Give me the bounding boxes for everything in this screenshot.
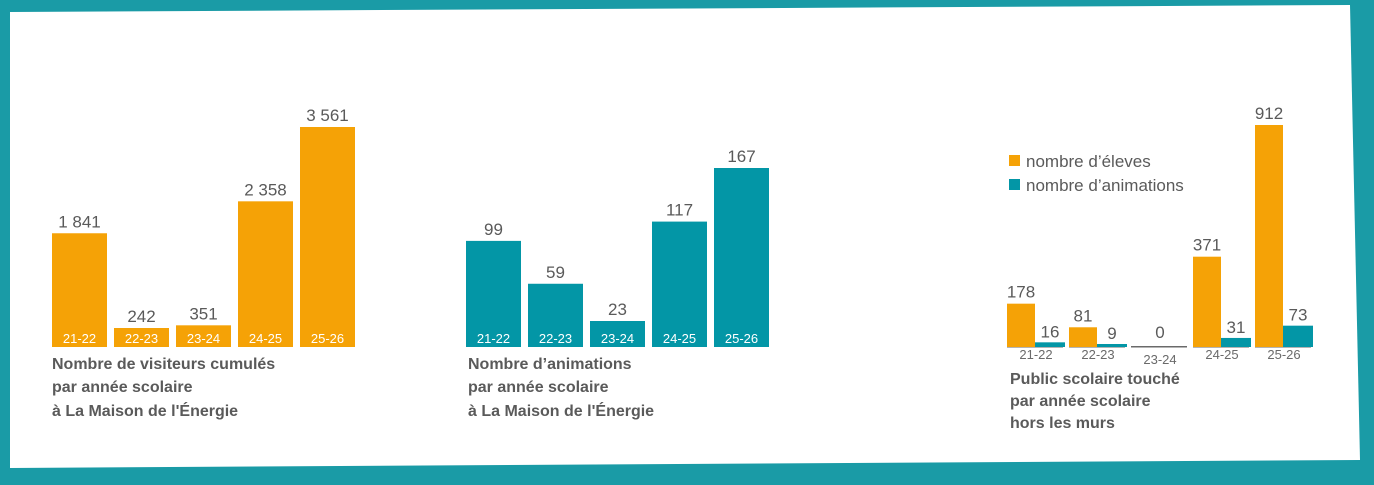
school-eleves-value-label-24-25: 371 bbox=[1193, 236, 1221, 255]
animations-bar-21-22 bbox=[466, 240, 521, 347]
animations-tick-label-25-26: 25-26 bbox=[725, 331, 758, 346]
animations-bar-24-25 bbox=[652, 221, 707, 347]
visitors-value-label-23-24: 351 bbox=[189, 304, 217, 323]
chart-school-public-title-line-3: hors les murs bbox=[1010, 415, 1115, 432]
school-eleves-value-label-23-24: 0 bbox=[1155, 323, 1164, 342]
school-animations-value-label-24-25: 31 bbox=[1227, 318, 1246, 337]
school-tick-label-21-22: 21-22 bbox=[1019, 347, 1052, 362]
chart-school-public-title-line-2: par année scolaire bbox=[1010, 393, 1151, 410]
school-tick-label-24-25: 24-25 bbox=[1205, 347, 1238, 362]
visitors-tick-label-24-25: 24-25 bbox=[249, 331, 282, 346]
visitors-bar-22-23 bbox=[114, 328, 169, 347]
chart-animations-title-line-1: Nombre d’animations bbox=[468, 356, 632, 373]
school-animations-value-label-25-26: 73 bbox=[1289, 306, 1308, 325]
chart-school-public: nombre d’éleves nombre d’animations 178 1… bbox=[1007, 104, 1313, 432]
legend-label-eleves: nombre d’éleves bbox=[1026, 152, 1151, 171]
visitors-tick-label-23-24: 23-24 bbox=[187, 331, 220, 346]
visitors-tick-label-21-22: 21-22 bbox=[63, 331, 96, 346]
animations-value-label-22-23: 59 bbox=[546, 263, 565, 282]
visitors-bar-23-24 bbox=[176, 325, 231, 347]
legend-swatch-animations bbox=[1009, 179, 1020, 190]
animations-value-label-25-26: 167 bbox=[727, 147, 755, 166]
school-eleves-bar-24-25 bbox=[1193, 256, 1221, 347]
school-tick-label-25-26: 25-26 bbox=[1267, 347, 1300, 362]
animations-bar-25-26 bbox=[714, 168, 769, 347]
animations-value-label-24-25: 117 bbox=[666, 201, 693, 220]
chart-visitors: 1 841 21-22 242 22-23 351 23-24 2 358 24-25 3 56… bbox=[52, 106, 355, 420]
animations-value-label-21-22: 99 bbox=[484, 220, 503, 239]
chart-animations: 99 21-22 59 22-23 23 23-24 117 24-25 167 25-26 No… bbox=[466, 147, 769, 420]
school-animations-value-label-22-23: 9 bbox=[1107, 324, 1116, 343]
visitors-value-label-21-22: 1 841 bbox=[58, 212, 101, 231]
animations-bar-22-23 bbox=[528, 283, 583, 347]
animations-tick-label-22-23: 22-23 bbox=[539, 331, 572, 346]
school-baseline-23-24 bbox=[1131, 346, 1187, 348]
school-animations-bar-22-23 bbox=[1097, 344, 1127, 347]
school-animations-value-label-21-22: 16 bbox=[1041, 322, 1060, 341]
chart-animations-title-line-2: par année scolaire bbox=[468, 379, 609, 396]
animations-value-label-23-24: 23 bbox=[608, 300, 627, 319]
school-tick-label-23-24: 23-24 bbox=[1143, 352, 1176, 367]
school-eleves-bar-21-22 bbox=[1007, 303, 1035, 347]
animations-tick-label-21-22: 21-22 bbox=[477, 331, 510, 346]
visitors-tick-label-25-26: 25-26 bbox=[311, 331, 344, 346]
chart-visitors-title-line-2: par année scolaire bbox=[52, 379, 193, 396]
visitors-value-label-24-25: 2 358 bbox=[244, 180, 287, 199]
legend-swatch-eleves bbox=[1009, 155, 1020, 166]
visitors-bar-21-22 bbox=[52, 233, 107, 347]
visitors-value-label-22-23: 242 bbox=[127, 307, 155, 326]
school-eleves-value-label-22-23: 81 bbox=[1074, 306, 1093, 325]
school-animations-bar-25-26 bbox=[1283, 325, 1313, 347]
visitors-value-label-25-26: 3 561 bbox=[306, 106, 349, 125]
visitors-tick-label-22-23: 22-23 bbox=[125, 331, 158, 346]
school-eleves-value-label-25-26: 912 bbox=[1255, 104, 1283, 123]
animations-tick-label-23-24: 23-24 bbox=[601, 331, 634, 346]
animations-tick-label-24-25: 24-25 bbox=[663, 331, 696, 346]
visitors-bar-24-25 bbox=[238, 201, 293, 347]
school-eleves-value-label-21-22: 178 bbox=[1007, 283, 1035, 302]
animations-bar-23-24 bbox=[590, 321, 645, 347]
school-tick-label-22-23: 22-23 bbox=[1081, 347, 1114, 362]
visitors-bar-25-26 bbox=[300, 127, 355, 347]
school-eleves-bar-22-23 bbox=[1069, 327, 1097, 347]
school-animations-bar-24-25 bbox=[1221, 337, 1251, 347]
school-animations-bar-21-22 bbox=[1035, 342, 1065, 347]
school-eleves-bar-25-26 bbox=[1255, 125, 1283, 347]
chart-visitors-title-line-3: à La Maison de l'Énergie bbox=[52, 401, 238, 420]
legend-label-animations: nombre d’animations bbox=[1026, 176, 1184, 195]
chart-animations-title-line-3: à La Maison de l'Énergie bbox=[468, 401, 654, 420]
chart-visitors-title-line-1: Nombre de visiteurs cumulés bbox=[52, 356, 275, 373]
chart-school-public-title-line-1: Public scolaire touché bbox=[1010, 371, 1180, 388]
